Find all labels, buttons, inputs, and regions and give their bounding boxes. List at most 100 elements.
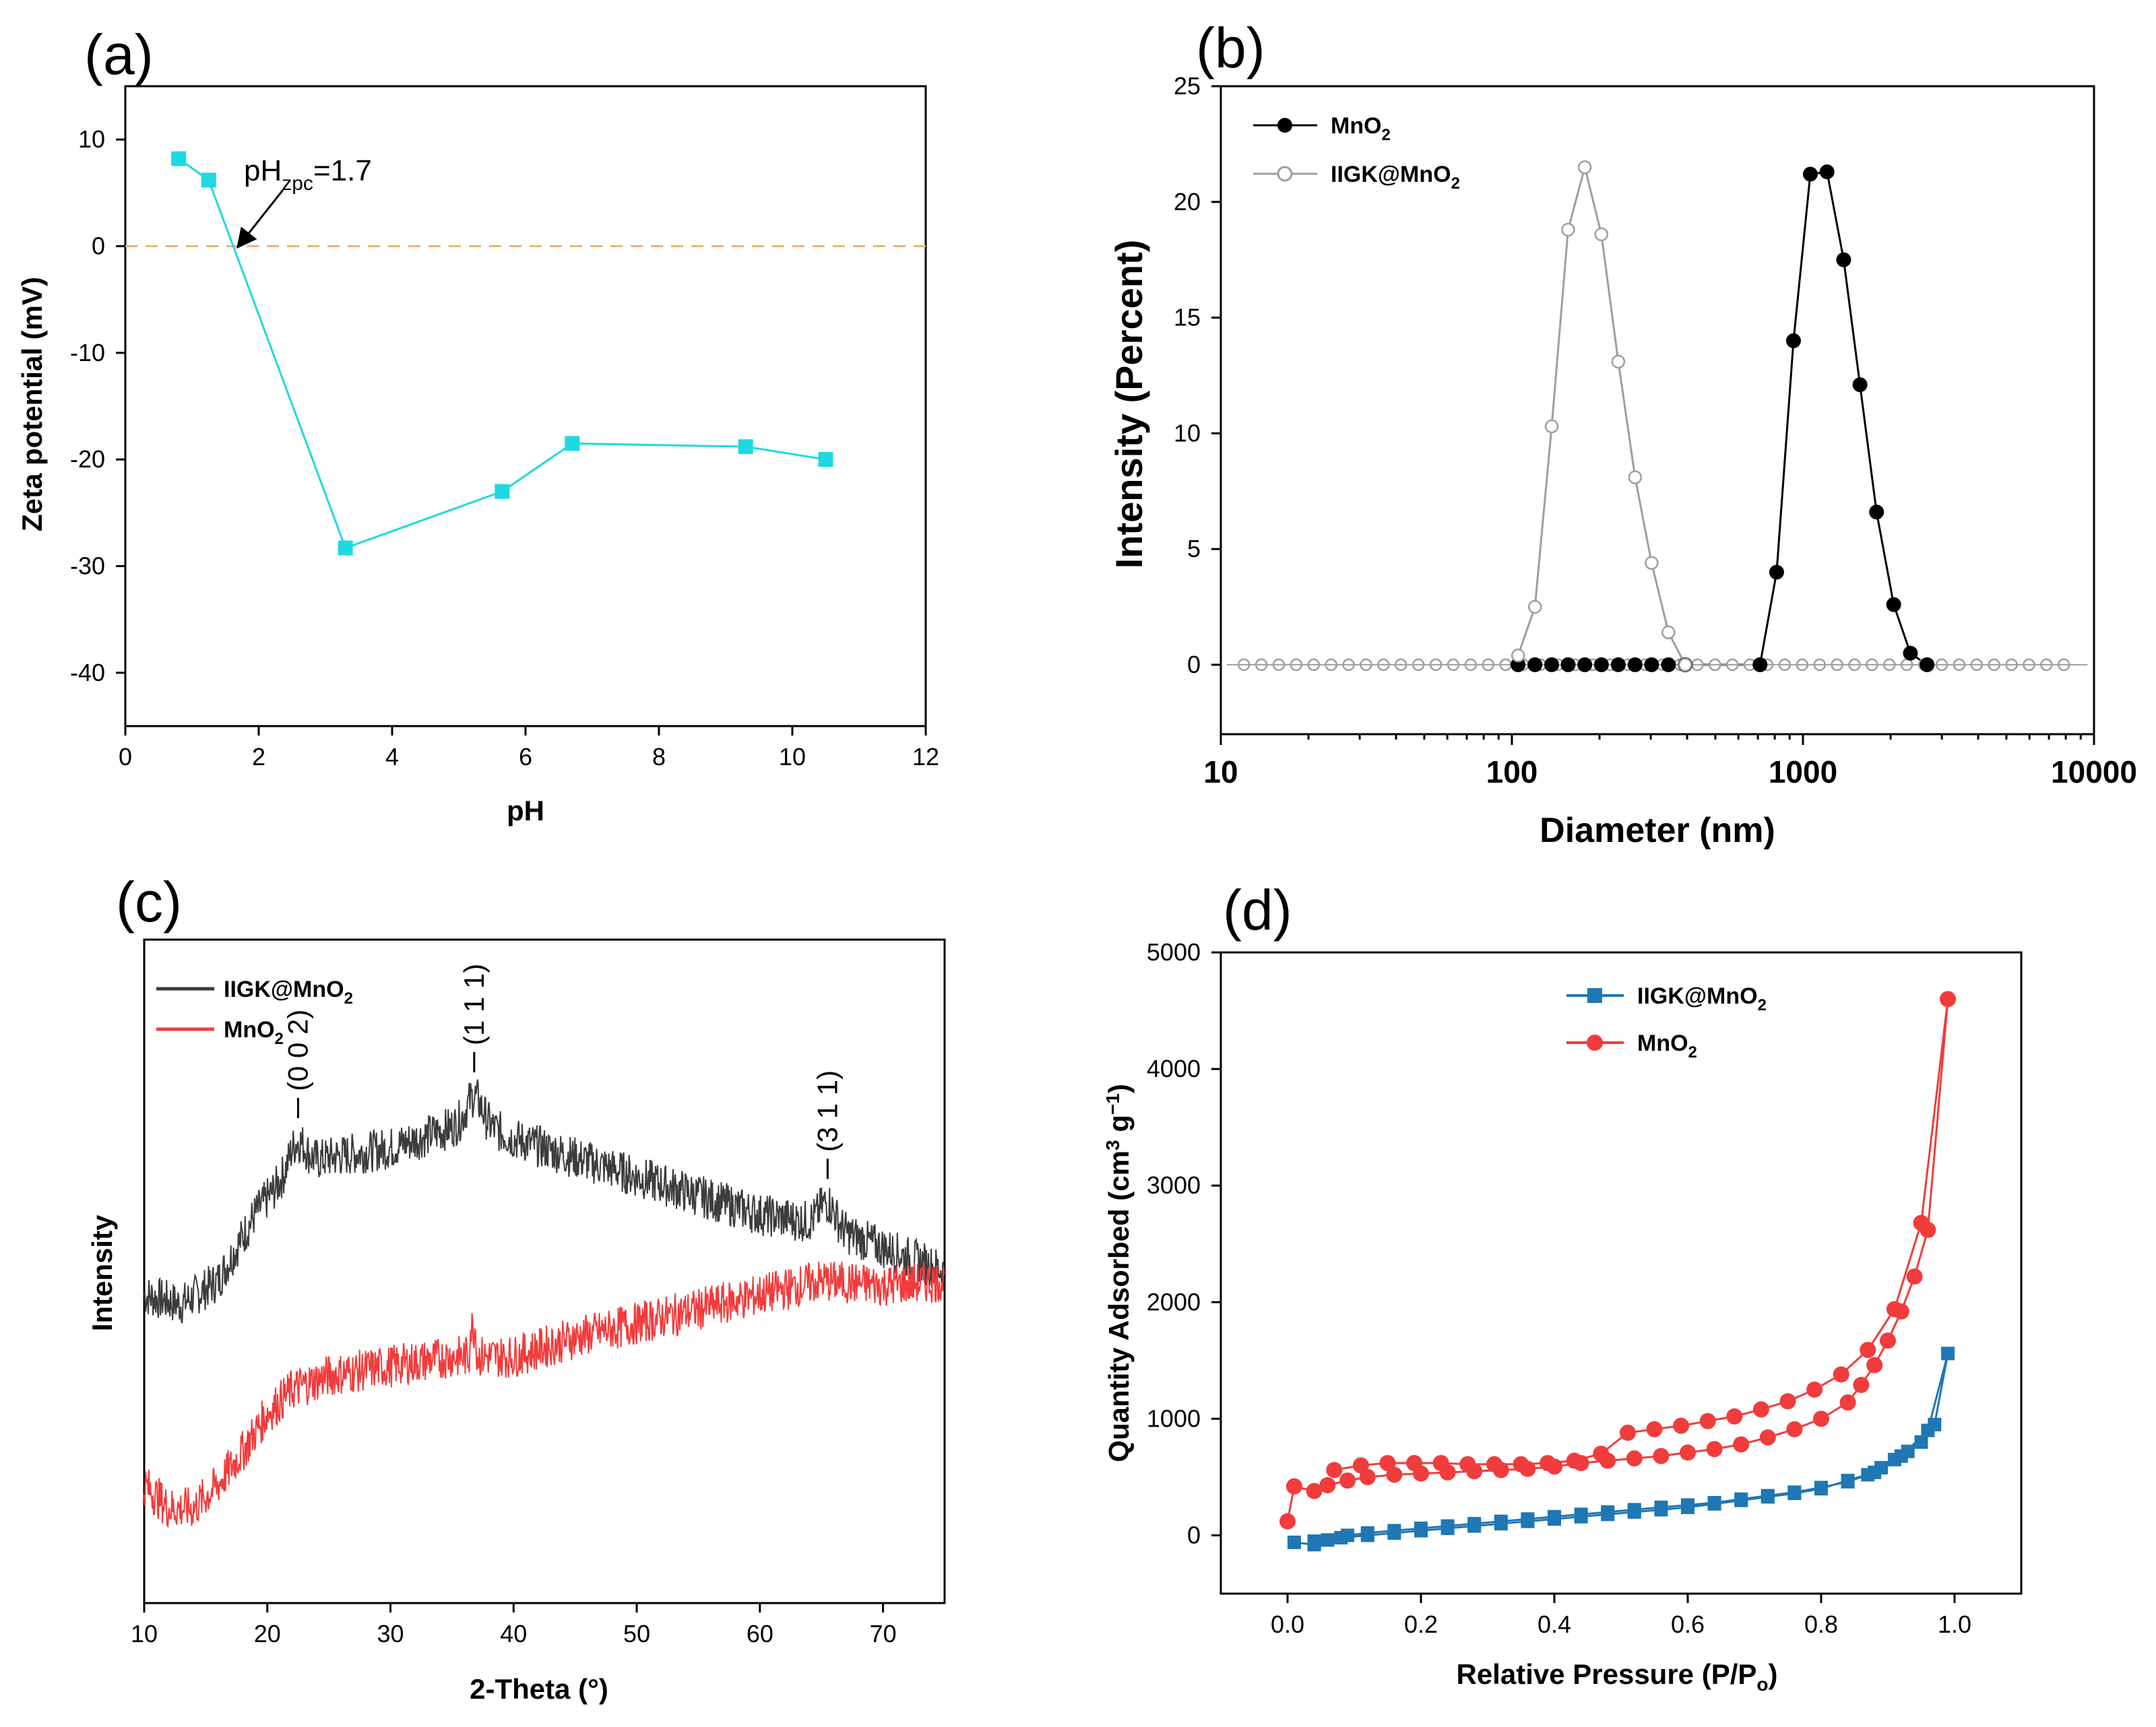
x-tick-label: 10 — [131, 1620, 158, 1648]
data-point — [1644, 657, 1659, 672]
data-point — [1601, 1507, 1615, 1522]
y-tick-label: 0 — [1187, 651, 1201, 678]
data-point — [1521, 1514, 1535, 1528]
panel-b-x-ticks: 10 100 1000 10000 — [1203, 734, 2137, 789]
data-point — [1759, 1429, 1776, 1446]
panel-d-y-ticks: 0 1000 2000 3000 4000 5000 — [1147, 938, 1221, 1549]
data-point — [1653, 1447, 1670, 1464]
panel-a-annotation-tail: =1.7 — [313, 154, 372, 187]
data-point — [1577, 160, 1592, 174]
panel-c-legend-mno2-sub: 2 — [275, 1030, 284, 1048]
x-tick-label: 0.2 — [1404, 1610, 1438, 1638]
data-point — [1886, 597, 1901, 612]
panel-b-ylabel: Intensity (Percent) — [1108, 240, 1150, 569]
y-tick-label: -30 — [70, 552, 105, 580]
panel-d-series-mno2-line — [1286, 999, 1949, 1522]
data-point — [1627, 657, 1643, 672]
data-point — [171, 151, 187, 166]
panel-c-label: (c) — [116, 870, 182, 934]
data-point — [1574, 1509, 1588, 1524]
data-point — [1785, 333, 1801, 348]
x-tick-label: 100 — [1486, 754, 1538, 789]
data-point — [1527, 599, 1542, 614]
data-point — [1593, 657, 1609, 672]
panel-d-xlabel-sub: o — [1756, 1674, 1768, 1695]
x-tick-label: 1000 — [1769, 754, 1837, 789]
panel-c-legend-iigk: IIGK@MnO2 — [224, 977, 353, 1008]
data-point — [1566, 1452, 1583, 1469]
x-tick-label: 0.8 — [1804, 1610, 1838, 1638]
panel-a-x-ticks: 0 2 4 6 8 10 12 — [119, 726, 939, 771]
panel-d-label: (d) — [1223, 878, 1292, 942]
data-point — [1626, 1450, 1643, 1467]
x-tick-label: 4 — [385, 743, 399, 771]
data-point — [1661, 657, 1676, 672]
data-point — [1813, 1410, 1829, 1427]
y-tick-label: -10 — [70, 339, 105, 366]
data-point — [1540, 1455, 1556, 1472]
data-point — [1611, 354, 1626, 369]
panel-b-series-mno2-points — [1511, 164, 1935, 672]
panel-b-series-mno2-line — [1518, 170, 1928, 666]
data-point — [1513, 1456, 1529, 1472]
panel-d-ylabel-main: Quantity Adsorbed (cm — [1103, 1150, 1135, 1462]
data-point — [1610, 657, 1626, 672]
data-point — [565, 436, 580, 451]
panel-a: (a) 100-10-20-30-40 0 2 4 6 8 10 12 pHzpc=1.7 … — [16, 23, 939, 826]
data-point — [1544, 419, 1559, 434]
panel-b-legend-mno2-main: MnO — [1331, 113, 1382, 139]
panel-a-xlabel: pH — [507, 795, 544, 826]
panel-d-series-mno2-points — [1279, 991, 1957, 1530]
data-point — [1839, 1394, 1856, 1411]
data-point — [1544, 657, 1560, 672]
data-point — [1940, 991, 1957, 1008]
data-point — [1379, 1455, 1396, 1472]
data-point — [1761, 1490, 1775, 1504]
data-point — [201, 172, 216, 188]
data-point — [1279, 1513, 1296, 1530]
panel-d-legend-mno2-marker — [1587, 1035, 1603, 1051]
data-point — [1886, 1301, 1903, 1317]
panel-a-annotation: pHzpc=1.7 — [244, 154, 372, 195]
y-tick-label: 25 — [1174, 72, 1201, 100]
x-tick-label: 0.4 — [1537, 1610, 1571, 1638]
data-point — [1467, 1519, 1482, 1533]
data-point — [1852, 377, 1868, 393]
panel-d-legend-iigk-marker — [1587, 988, 1602, 1003]
panel-a-label: (a) — [84, 23, 154, 86]
data-point — [1628, 470, 1643, 484]
panel-d-ylabel: Quantity Adsorbed (cm3 g−1) — [1102, 1084, 1135, 1462]
data-point — [1880, 1332, 1896, 1349]
x-tick-label: 10 — [1203, 754, 1238, 789]
y-tick-label: -40 — [70, 659, 105, 686]
panel-d-x-ticks: 0.0 0.2 0.4 0.6 0.8 1.0 — [1271, 1594, 1971, 1638]
data-point — [1352, 1457, 1369, 1474]
panel-b-legend-iigk-main: IIGK@MnO — [1331, 162, 1451, 187]
y-tick-label: -20 — [70, 445, 105, 473]
panel-c-legend-mno2-main: MnO — [224, 1017, 275, 1043]
panel-c: (c) 10 20 30 40 50 60 70 (0 0 2) (1 1 1) (3 1 1)… — [86, 870, 946, 1705]
data-point — [1646, 1421, 1663, 1437]
data-point — [1894, 1449, 1908, 1463]
data-point — [1560, 657, 1576, 672]
x-tick-label: 12 — [912, 743, 939, 771]
data-point — [1511, 648, 1525, 663]
data-point — [1307, 1534, 1321, 1549]
data-point — [1360, 1528, 1374, 1542]
panel-d-legend-iigk-sub: 2 — [1758, 996, 1767, 1014]
x-tick-label: 70 — [870, 1620, 897, 1648]
data-point — [1593, 1445, 1610, 1462]
x-tick-label: 1.0 — [1938, 1610, 1971, 1638]
panel-d-legend-mno2-main: MnO — [1637, 1031, 1688, 1056]
data-point — [495, 484, 510, 499]
data-point — [1548, 1512, 1561, 1526]
panel-a-annotation-sub: zpc — [282, 172, 313, 195]
y-tick-label: 3000 — [1147, 1171, 1201, 1199]
data-point — [1678, 657, 1692, 672]
data-point — [1387, 1526, 1401, 1540]
panel-a-ylabel: Zeta potential (mV) — [16, 277, 48, 531]
data-point — [1726, 1408, 1743, 1425]
x-tick-label: 0.0 — [1271, 1610, 1304, 1638]
data-point — [1833, 1366, 1849, 1383]
